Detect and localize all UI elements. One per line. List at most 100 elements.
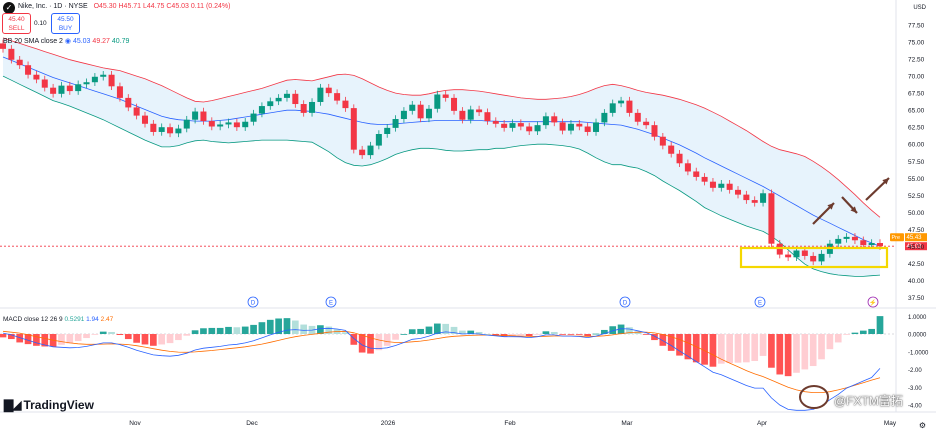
candle — [8, 45, 15, 64]
symbol-title[interactable]: Nike, Inc. · 1D · NYSE O45.30 H45.71 L44… — [18, 3, 230, 10]
candle — [651, 121, 658, 141]
x-tick-label: Apr — [757, 420, 768, 427]
event-marker-ring — [325, 296, 337, 308]
candle — [718, 179, 725, 192]
y-tick-label: 60.00 — [908, 142, 925, 149]
candle-body — [375, 134, 382, 146]
candle-body — [16, 59, 23, 66]
macd-histogram-bar — [876, 316, 884, 334]
eye-icon[interactable]: ◉ — [64, 38, 71, 45]
candle-body — [476, 109, 483, 113]
tradingview-logo[interactable]: ▇◢ TradingView — [4, 398, 94, 412]
price-axis: 37.50 40.00 42.50 45.00 47.50 50.00 52.50 55.00… — [908, 23, 925, 303]
macd-histogram-bar — [325, 326, 333, 334]
candle-body — [66, 85, 73, 92]
macd-histogram-bar — [843, 334, 850, 335]
y-tick-label: 67.50 — [908, 91, 925, 98]
candle — [810, 252, 817, 266]
candle — [192, 107, 199, 124]
candle-body — [484, 112, 491, 122]
candle — [309, 98, 316, 117]
macd-tick-label: -3.00 — [908, 386, 922, 392]
macd-histogram-bar — [475, 331, 483, 334]
candle-body — [125, 97, 132, 108]
candle — [317, 83, 324, 106]
y-tick-label: 77.50 — [908, 23, 925, 30]
macd-histogram-bar — [150, 334, 157, 346]
macd-histogram-bar — [383, 334, 391, 346]
macd-histogram-bar — [726, 334, 733, 364]
candle-body — [601, 112, 608, 123]
macd-histogram-bar — [300, 324, 308, 334]
bb-upper-line — [2, 37, 881, 218]
bb-basis-value: 45.03 — [72, 38, 91, 45]
macd-histogram-bar — [74, 334, 82, 342]
candle — [41, 75, 48, 92]
candle — [25, 61, 32, 79]
macd-histogram-bar — [717, 334, 725, 364]
macd-histogram-bar — [859, 330, 867, 334]
y-tick-label: 72.50 — [908, 57, 925, 64]
candle-body — [350, 108, 357, 150]
candle — [559, 118, 566, 135]
symbol-title-text: Nike, Inc. · 1D · NYSE — [18, 3, 88, 10]
candle-body — [367, 145, 374, 156]
candle — [267, 97, 274, 110]
candle-body — [709, 181, 716, 188]
macd-hist-value: 0.5291 — [64, 316, 85, 323]
candle-body — [626, 100, 633, 113]
candle-body — [793, 250, 800, 258]
candle — [776, 239, 783, 259]
macd-histogram-bar — [250, 324, 257, 334]
event-marker-label: D — [623, 301, 628, 307]
candle-body — [359, 149, 366, 156]
candle-body — [743, 194, 750, 201]
macd-histogram-bar — [183, 334, 191, 336]
candle-body — [643, 121, 650, 126]
event-marker-label: E — [758, 301, 762, 307]
candle-body — [659, 136, 666, 146]
macd-histogram-bar — [567, 334, 575, 335]
macd-tick-label: -1.0000 — [908, 350, 929, 356]
candle — [0, 39, 7, 53]
buy-button[interactable]: 45.50 BUY — [51, 13, 80, 34]
event-marker: D — [247, 296, 259, 308]
candle — [751, 196, 758, 207]
candle — [367, 141, 374, 159]
candle — [208, 117, 215, 131]
candle-body — [876, 243, 884, 247]
macd-histogram-bar — [651, 334, 658, 341]
sell-button[interactable]: 45.40 SELL — [2, 13, 31, 34]
macd-histogram-bar — [16, 334, 24, 343]
macd-histogram-bar — [743, 334, 750, 363]
candle — [643, 117, 650, 129]
candle — [175, 124, 182, 138]
candle-body — [760, 193, 767, 203]
pre-badge-label: Pre — [892, 235, 901, 241]
candle-body — [451, 97, 458, 111]
candle-body — [200, 111, 207, 122]
candle — [726, 179, 733, 194]
event-marker-ring — [867, 296, 879, 308]
bollinger-legend[interactable]: BB 20 SMA close 2 ◉ 45.03 49.27 40.79 — [3, 37, 129, 45]
macd-histogram-bar — [367, 334, 374, 354]
macd-histogram-bar — [601, 329, 608, 334]
gear-icon[interactable]: ⚙ — [918, 421, 926, 430]
macd-legend[interactable]: MACD close 12 26 9 0.5291 1.94 2.47 — [3, 316, 113, 323]
candle-body — [860, 240, 867, 246]
pre-badge-bg — [890, 233, 904, 242]
macd-histogram-bar — [191, 330, 199, 334]
candle-body — [108, 74, 115, 87]
macd-histogram-bar — [592, 333, 600, 335]
macd-histogram-bar — [258, 322, 266, 334]
candle-body — [158, 127, 165, 132]
bb-fill — [3, 37, 880, 277]
candle-body — [250, 113, 257, 122]
macd-histogram-bar — [233, 327, 241, 334]
macd-histogram-bar — [459, 330, 466, 334]
candle — [551, 112, 558, 127]
event-marker-ring — [754, 296, 766, 308]
candle — [250, 109, 257, 126]
candle — [200, 107, 207, 125]
